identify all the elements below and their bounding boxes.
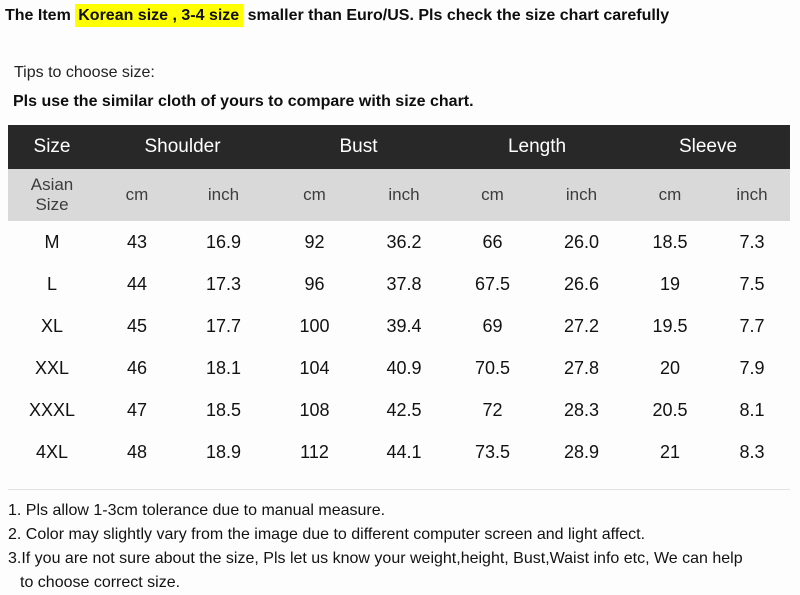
table-row: M 43 16.9 92 36.2 66 26.0 18.5 7.3 (8, 221, 791, 263)
value-cell: 44 (96, 263, 178, 305)
value-cell: 66 (448, 221, 537, 263)
value-cell: 27.2 (537, 305, 626, 347)
unit-cell: inch (360, 169, 448, 221)
col-header-bust: Bust (269, 125, 448, 169)
size-chart-table: Size Shoulder Bust Length Sleeve Asian Si… (8, 125, 791, 473)
value-cell: 18.5 (178, 389, 269, 431)
value-cell: 69 (448, 305, 537, 347)
value-cell: 8.3 (714, 431, 791, 473)
value-cell: 46 (96, 347, 178, 389)
value-cell: 72 (448, 389, 537, 431)
value-cell: 108 (269, 389, 360, 431)
size-cell: 4XL (8, 431, 96, 473)
unit-cell: cm (269, 169, 360, 221)
value-cell: 37.8 (360, 263, 448, 305)
note-line: 3.If you are not sure about the size, Pl… (8, 550, 743, 567)
page-title: The Item Korean size , 3-4 size smaller … (0, 0, 800, 27)
unit-cell: inch (178, 169, 269, 221)
unit-cell: cm (626, 169, 714, 221)
tips-instruction: Pls use the similar cloth of yours to co… (13, 93, 474, 110)
unit-cell: inch (537, 169, 626, 221)
asian-size-line2: Size (35, 195, 69, 214)
value-cell: 73.5 (448, 431, 537, 473)
value-cell: 42.5 (360, 389, 448, 431)
unit-cell: inch (714, 169, 791, 221)
value-cell: 18.9 (178, 431, 269, 473)
value-cell: 40.9 (360, 347, 448, 389)
table-row: XXXL 47 18.5 108 42.5 72 28.3 20.5 8.1 (8, 389, 791, 431)
value-cell: 47 (96, 389, 178, 431)
value-cell: 43 (96, 221, 178, 263)
col-header-shoulder: Shoulder (96, 125, 269, 169)
value-cell: 20.5 (626, 389, 714, 431)
value-cell: 21 (626, 431, 714, 473)
value-cell: 7.3 (714, 221, 791, 263)
value-cell: 96 (269, 263, 360, 305)
value-cell: 36.2 (360, 221, 448, 263)
size-cell: XXXL (8, 389, 96, 431)
note-line: 2. Color may slightly vary from the imag… (8, 526, 646, 543)
title-prefix: The Item (5, 7, 76, 24)
table-row: 4XL 48 18.9 112 44.1 73.5 28.9 21 8.3 (8, 431, 791, 473)
value-cell: 45 (96, 305, 178, 347)
value-cell: 7.5 (714, 263, 791, 305)
value-cell: 112 (269, 431, 360, 473)
col-header-sleeve: Sleeve (626, 125, 791, 169)
value-cell: 17.3 (178, 263, 269, 305)
notes-section: 1. Pls allow 1-3cm tolerance due to manu… (8, 499, 800, 595)
size-chart-section: Size Shoulder Bust Length Sleeve Asian Si… (8, 125, 791, 490)
col-header-length: Length (448, 125, 626, 169)
size-cell: XXL (8, 347, 96, 389)
value-cell: 18.5 (626, 221, 714, 263)
size-table-body: M 43 16.9 92 36.2 66 26.0 18.5 7.3 L 44 17.3 96 37.8 6… (8, 221, 791, 473)
value-cell: 67.5 (448, 263, 537, 305)
value-cell: 17.7 (178, 305, 269, 347)
value-cell: 28.3 (537, 389, 626, 431)
value-cell: 26.0 (537, 221, 626, 263)
value-cell: 20 (626, 347, 714, 389)
value-cell: 48 (96, 431, 178, 473)
table-row: XXL 46 18.1 104 40.9 70.5 27.8 20 7.9 (8, 347, 791, 389)
value-cell: 8.1 (714, 389, 791, 431)
value-cell: 104 (269, 347, 360, 389)
value-cell: 19 (626, 263, 714, 305)
group-header-row: Size Shoulder Bust Length Sleeve (8, 125, 791, 169)
unit-cell: cm (96, 169, 178, 221)
value-cell: 28.9 (537, 431, 626, 473)
size-cell: M (8, 221, 96, 263)
note-line: to choose correct size. (20, 574, 181, 591)
unit-header-row: Asian Size cm inch cm inch cm inch cm inc… (8, 169, 791, 221)
asian-size-line1: Asian (30, 175, 74, 194)
value-cell: 7.7 (714, 305, 791, 347)
title-highlight: Korean size , 3-4 size (75, 4, 244, 27)
table-row: L 44 17.3 96 37.8 67.5 26.6 19 7.5 (8, 263, 791, 305)
title-suffix: smaller than Euro/US. Pls check the size… (243, 7, 670, 24)
unit-cell: cm (448, 169, 537, 221)
col-header-size: Size (8, 125, 96, 169)
value-cell: 27.8 (537, 347, 626, 389)
size-cell: L (8, 263, 96, 305)
table-row: XL 45 17.7 100 39.4 69 27.2 19.5 7.7 (8, 305, 791, 347)
value-cell: 16.9 (178, 221, 269, 263)
value-cell: 100 (269, 305, 360, 347)
value-cell: 7.9 (714, 347, 791, 389)
value-cell: 18.1 (178, 347, 269, 389)
value-cell: 26.6 (537, 263, 626, 305)
value-cell: 70.5 (448, 347, 537, 389)
value-cell: 44.1 (360, 431, 448, 473)
value-cell: 92 (269, 221, 360, 263)
note-line: 1. Pls allow 1-3cm tolerance due to manu… (8, 502, 386, 519)
value-cell: 19.5 (626, 305, 714, 347)
asian-size-label: Asian Size (8, 169, 96, 221)
size-cell: XL (8, 305, 96, 347)
value-cell: 39.4 (360, 305, 448, 347)
tips-label: Tips to choose size: (14, 64, 155, 81)
